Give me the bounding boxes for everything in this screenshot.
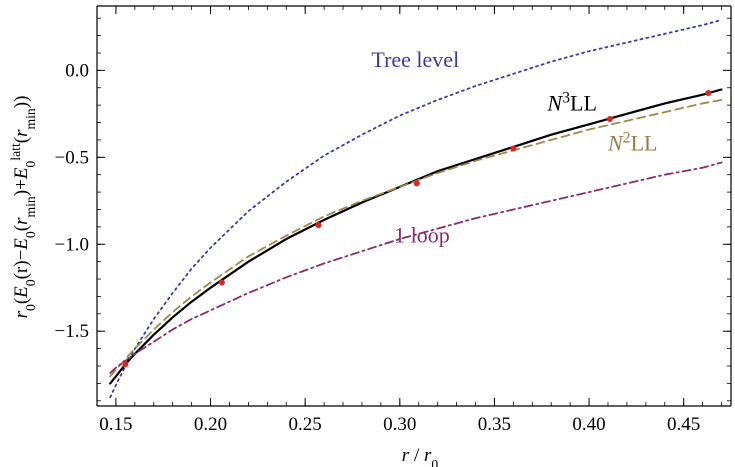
- x-tick-label: 0.45: [667, 414, 700, 435]
- series-lines: [109, 19, 723, 399]
- lattice-point: [122, 361, 129, 368]
- x-tick-label: 0.20: [194, 414, 227, 435]
- lattice-point: [510, 145, 517, 152]
- y-tick-label: −1.5: [55, 321, 89, 342]
- series-label-n2ll: N2LL: [607, 129, 658, 156]
- x-tick-label: 0.30: [383, 414, 416, 435]
- ticks: [97, 6, 731, 406]
- tick-labels: 0.15 0.20 0.25 0.30 0.35 0.40 0.45 0.0 −0.5 −1.0 −…: [55, 60, 701, 435]
- y-axis-title: r0(E0(r)−E0(rmin)+E0latt(rmin)): [8, 96, 38, 319]
- x-axis-title: r / r0: [402, 445, 439, 467]
- series-label-tree-level: Tree level: [371, 47, 459, 72]
- lattice-point: [705, 89, 712, 96]
- series-label-1-loop: 1 loop: [394, 223, 450, 248]
- x-tick-label: 0.35: [478, 414, 511, 435]
- series-line-1-loop: [109, 161, 723, 374]
- x-tick-label: 0.40: [572, 414, 605, 435]
- x-tick-label: 0.15: [99, 414, 132, 435]
- series-label-n3ll: N3LL: [546, 89, 597, 116]
- y-tick-label: 0.0: [65, 60, 89, 81]
- series-labels: Tree level N3LL N2LL 1 loop: [371, 47, 657, 248]
- y-tick-label: −0.5: [55, 147, 89, 168]
- lattice-point: [218, 279, 225, 286]
- series-line-n2ll: [109, 99, 723, 378]
- lattice-point: [606, 116, 613, 123]
- lattice-point: [315, 222, 322, 229]
- lattice-point: [413, 180, 420, 187]
- axes-frame: [96, 5, 732, 407]
- x-tick-label: 0.25: [289, 414, 322, 435]
- series-line-tree-level: [109, 19, 723, 399]
- lattice-points: [122, 89, 712, 368]
- y-tick-label: −1.0: [55, 234, 89, 255]
